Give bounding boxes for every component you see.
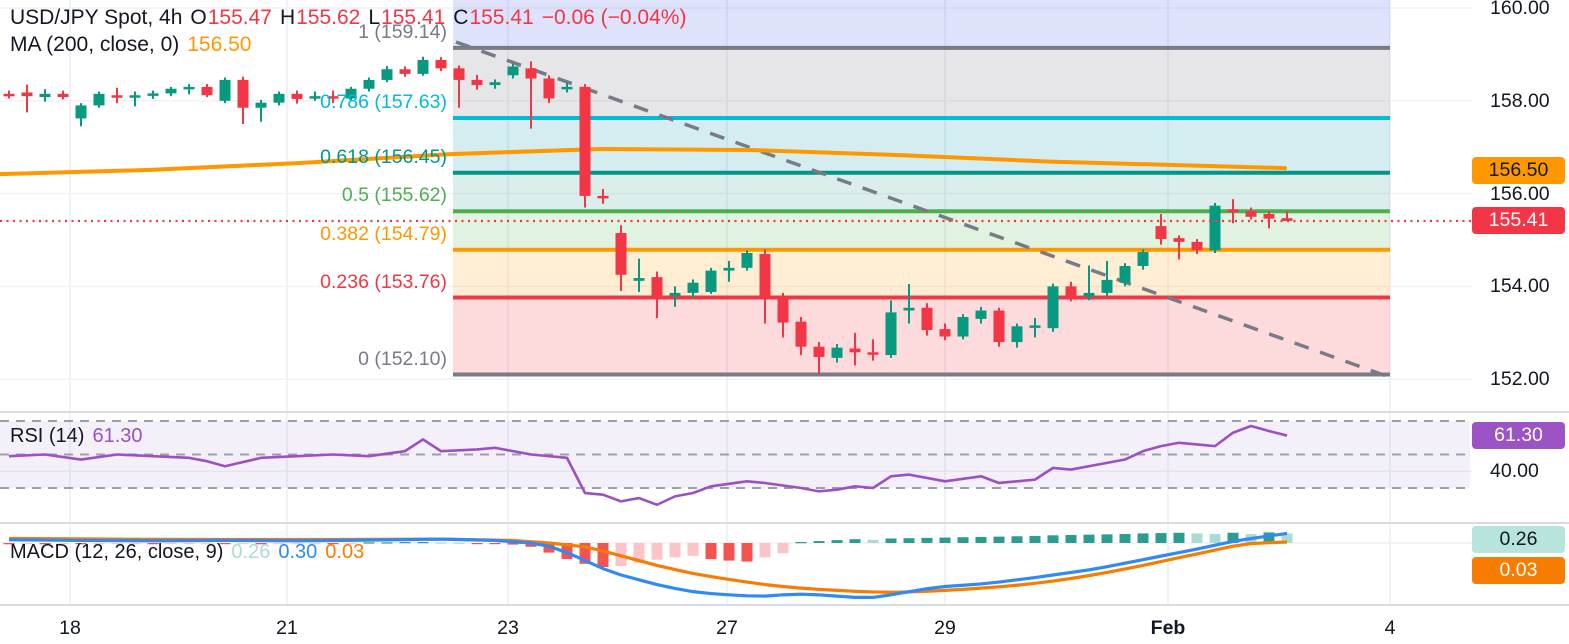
macd-signal-line[interactable] <box>8 536 1288 594</box>
rsi-legend[interactable]: RSI (14) 61.30 <box>10 424 143 448</box>
rsi-label: RSI (14) <box>10 425 85 447</box>
candles-layer <box>3 56 1293 375</box>
ma-price-badge: 156.50 <box>1472 156 1565 184</box>
price-tick-158.00: 158.00 <box>1490 89 1550 112</box>
ma-200-line[interactable] <box>0 147 1287 177</box>
fib-label-0.5[interactable]: 0.5 (155.62) <box>341 184 447 207</box>
macd-line-value: 0.30 <box>278 541 318 563</box>
fib-label-0.786[interactable]: 0.786 (157.63) <box>320 90 447 113</box>
rsi-pane <box>0 420 1470 507</box>
rsi-value: 61.30 <box>92 425 143 447</box>
price-tick-154.00: 154.00 <box>1490 275 1550 298</box>
ma-value: 156.50 <box>187 33 252 56</box>
fib-bands <box>453 0 1390 375</box>
price-tick-152.00: 152.00 <box>1490 368 1550 391</box>
change-value: −0.06 (−0.04%) <box>541 6 687 29</box>
trendline[interactable] <box>455 40 1393 380</box>
time-label-21: 21 <box>276 617 298 639</box>
macd-signal-value: 0.03 <box>325 541 365 563</box>
ohlc-legend[interactable]: USD/JPY Spot, 4h O 155.47 H 155.62 L 155.41… <box>10 6 686 30</box>
time-label-23: 23 <box>497 617 519 639</box>
macd-pane <box>3 531 1293 600</box>
time-axis[interactable] <box>0 605 1569 644</box>
time-label-4: 4 <box>1384 617 1396 639</box>
low-value: L 155.41 <box>368 6 446 29</box>
last-price-badge: 155.41 <box>1472 207 1565 235</box>
rsi-tick-40.00: 40.00 <box>1490 460 1539 483</box>
rsi-line[interactable] <box>8 424 1288 507</box>
macd-signal-badge: 0.03 <box>1472 557 1565 584</box>
macd-line[interactable] <box>8 531 1288 600</box>
macd-hist-badge: 0.26 <box>1472 526 1565 553</box>
time-label-Feb: Feb <box>1150 617 1186 639</box>
fib-label-0.618[interactable]: 0.618 (156.45) <box>320 145 447 168</box>
rsi-value-badge: 61.30 <box>1472 422 1565 450</box>
close-value: C 155.41 <box>453 6 534 29</box>
fib-label-1[interactable]: 1 (159.14) <box>358 20 447 43</box>
fib-label-0.236[interactable]: 0.236 (153.76) <box>320 270 447 293</box>
price-tick-160.00: 160.00 <box>1490 0 1550 19</box>
high-value: H 155.62 <box>279 6 361 29</box>
ma-legend[interactable]: MA (200, close, 0) 156.50 <box>10 33 251 57</box>
time-label-29: 29 <box>934 617 956 639</box>
price-tick-156.00: 156.00 <box>1490 182 1550 205</box>
symbol-title: USD/JPY Spot, 4h <box>10 6 183 29</box>
macd-hist-value: 0.26 <box>231 541 271 563</box>
macd-label: MACD (12, 26, close, 9) <box>10 541 224 563</box>
open-value: O 155.47 <box>190 6 272 29</box>
fib-label-0[interactable]: 0 (152.10) <box>358 347 447 370</box>
macd-legend[interactable]: MACD (12, 26, close, 9) 0.26 0.30 0.03 <box>10 540 364 564</box>
time-label-18: 18 <box>59 617 81 639</box>
fib-label-0.382[interactable]: 0.382 (154.79) <box>320 222 447 245</box>
ma-label: MA (200, close, 0) <box>10 33 180 56</box>
time-label-27: 27 <box>716 617 738 639</box>
